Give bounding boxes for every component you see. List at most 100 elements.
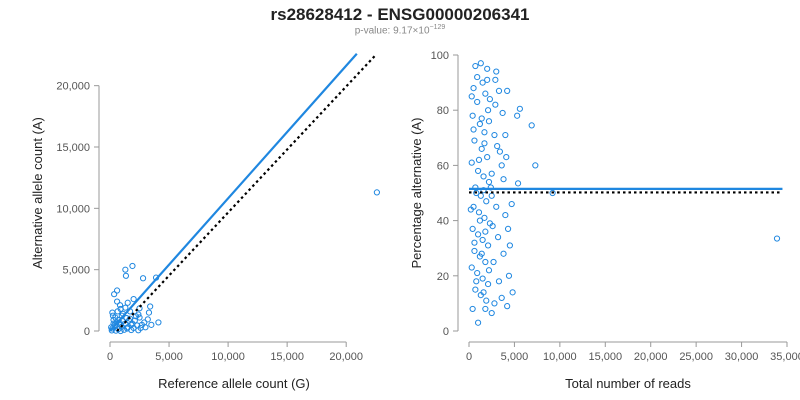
left-panel-data-point bbox=[144, 316, 151, 323]
right-panel-data-point bbox=[473, 278, 480, 285]
right-panel-data-point bbox=[488, 309, 495, 317]
right-panel-data-point bbox=[498, 294, 505, 301]
right-panel-data-point bbox=[500, 250, 507, 257]
left-panel-data-point bbox=[147, 303, 154, 310]
right-panel-data-point bbox=[469, 305, 476, 313]
right-panel-data-point bbox=[485, 267, 493, 274]
left-panel-data-point bbox=[122, 272, 130, 279]
right-panel-data-point bbox=[509, 289, 516, 296]
left-panel-y-tick-label: 0 bbox=[84, 326, 90, 338]
left-panel-data-point bbox=[132, 313, 140, 320]
left-panel-data-point bbox=[124, 299, 131, 306]
right-panel-x-tick-label: 15,000 bbox=[588, 351, 622, 363]
left-panel-data-point bbox=[128, 326, 135, 334]
right-panel-data-point bbox=[503, 154, 510, 161]
right-panel-y-tick-label: 80 bbox=[437, 105, 449, 117]
right-panel-data-point bbox=[491, 131, 498, 139]
right-panel-data-point bbox=[492, 76, 499, 83]
left-panel-x-tick-label: 0 bbox=[107, 351, 113, 363]
right-panel-data-point bbox=[487, 184, 494, 191]
right-panel-data-point bbox=[470, 85, 477, 92]
left-panel-y-tick-label: 5,000 bbox=[62, 265, 90, 277]
right-panel-data-point bbox=[486, 220, 493, 227]
left-panel-data-point bbox=[135, 327, 142, 334]
right-panel-data-point bbox=[485, 118, 493, 125]
left-panel-data-point bbox=[113, 287, 121, 294]
right-panel-data-point bbox=[474, 98, 481, 106]
right-panel-data-point bbox=[482, 305, 489, 313]
right-panel-y-axis-label: Percentage alternative (A) bbox=[409, 117, 424, 268]
right-panel-data-point bbox=[504, 225, 512, 232]
right-panel-data-point bbox=[476, 217, 484, 224]
right-panel-x-tick-label: 30,000 bbox=[725, 351, 759, 363]
right-panel-data-point bbox=[492, 101, 499, 108]
right-panel-data-point bbox=[472, 62, 479, 70]
left-panel-x-tick-label: 20,000 bbox=[329, 351, 363, 363]
right-panel-data-point bbox=[481, 140, 488, 147]
p-value-text: p-value: 9.17×10 bbox=[354, 25, 430, 37]
right-panel-data-point bbox=[482, 258, 489, 266]
right-panel-data-point bbox=[472, 286, 479, 293]
right-panel-x-tick-label: 10,000 bbox=[543, 351, 577, 363]
left-panel-data-point bbox=[117, 321, 124, 328]
left-panel-y-tick-label: 10,000 bbox=[56, 203, 90, 215]
right-panel-data-point bbox=[470, 126, 477, 133]
left-panel-data-point bbox=[142, 324, 149, 331]
right-panel-data-point bbox=[478, 145, 485, 152]
right-panel-data-point bbox=[469, 225, 476, 232]
left-panel-data-point bbox=[155, 319, 162, 326]
right-panel-y-tick-label: 100 bbox=[431, 50, 449, 62]
right-panel-data-point bbox=[502, 131, 509, 139]
right-panel-data-point bbox=[482, 90, 489, 97]
right-panel-data-point bbox=[514, 180, 522, 187]
right-panel-data-point bbox=[488, 192, 495, 199]
chart-title: rs28628412 - ENSG00000206341 bbox=[270, 5, 530, 24]
left-panel-x-tick-label: 15,000 bbox=[270, 351, 304, 363]
right-panel-data-point bbox=[468, 93, 475, 100]
right-panel-y-tick-label: 60 bbox=[437, 160, 449, 172]
right-panel-data-point bbox=[532, 162, 539, 169]
left-panel-data-point bbox=[114, 308, 121, 315]
left-panel-y-tick-label: 15,000 bbox=[56, 142, 90, 154]
left-panel-x-tick-label: 5,000 bbox=[155, 351, 183, 363]
right-panel-y-tick-label: 0 bbox=[443, 326, 449, 338]
right-panel-data-point bbox=[484, 107, 492, 114]
right-panel-data-point bbox=[500, 176, 507, 183]
right-panel-data-point bbox=[504, 87, 511, 94]
left-panel-fit-line bbox=[109, 53, 358, 332]
left-panel-data-point bbox=[124, 325, 131, 332]
right-panel-data-point bbox=[474, 231, 482, 238]
right-panel-data-point bbox=[474, 73, 481, 81]
right-panel-data-point bbox=[478, 115, 485, 122]
right-panel-data-point bbox=[493, 68, 500, 75]
right-panel-data-point bbox=[506, 242, 513, 249]
right-panel-data-point bbox=[479, 275, 486, 282]
right-panel-data-point bbox=[471, 239, 478, 246]
left-panel-data-point bbox=[122, 304, 129, 311]
right-panel-x-tick-label: 25,000 bbox=[679, 351, 713, 363]
right-panel-data-point bbox=[477, 60, 484, 67]
right-panel-data-point bbox=[493, 203, 500, 210]
right-panel-data-point bbox=[484, 76, 491, 83]
right-panel-y-tick-label: 20 bbox=[437, 271, 449, 283]
right-panel-data-point bbox=[485, 178, 493, 186]
right-panel-data-point bbox=[486, 96, 493, 103]
right-panel-data-point bbox=[773, 235, 781, 242]
right-panel-data-point bbox=[474, 319, 482, 326]
left-panel-y-tick-label: 20,000 bbox=[56, 81, 90, 93]
right-panel-data-point bbox=[514, 112, 521, 119]
left-panel-data-point bbox=[109, 312, 117, 319]
p-value-exponent: −129 bbox=[429, 24, 446, 31]
right-panel-x-axis-label: Total number of reads bbox=[565, 376, 691, 391]
left-panel-x-axis-label: Reference allele count (G) bbox=[158, 376, 310, 391]
right-panel-data-point bbox=[468, 264, 475, 271]
right-panel-data-point bbox=[491, 300, 498, 307]
left-panel-y-axis-label: Alternative allele count (A) bbox=[30, 117, 45, 269]
left-panel-x-tick-label: 10,000 bbox=[211, 351, 245, 363]
right-panel-data-point bbox=[474, 269, 481, 277]
right-panel-x-tick-label: 20,000 bbox=[634, 351, 668, 363]
right-panel-data-point bbox=[504, 303, 511, 310]
right-panel-data-point bbox=[480, 173, 487, 180]
left-panel-data-point bbox=[129, 262, 136, 270]
